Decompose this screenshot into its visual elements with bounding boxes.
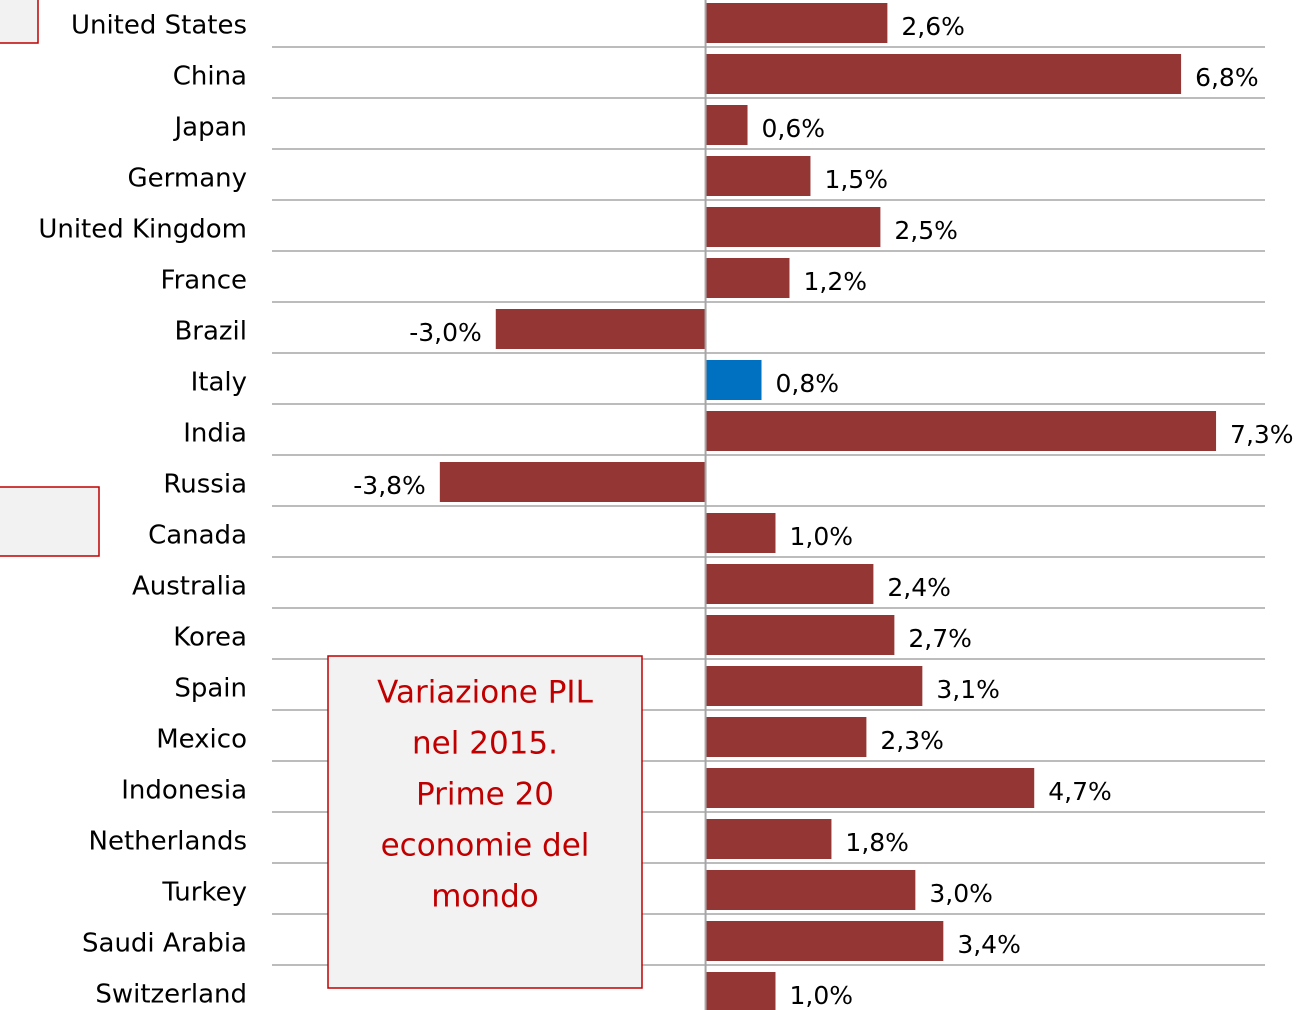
value-label: 3,0% <box>929 879 993 908</box>
y-tick-label: Canada <box>148 521 247 551</box>
y-tick-label: Brazil <box>174 317 247 347</box>
value-label: 1,2% <box>803 267 867 296</box>
value-label: 1,0% <box>789 522 853 551</box>
value-label-bg <box>904 623 976 654</box>
annotation: Variazione PIL <box>377 675 593 711</box>
value-label: 1,5% <box>824 165 888 194</box>
value-label-bg <box>771 368 844 399</box>
annotation: nel 2015. <box>412 726 558 762</box>
y-tick-label: United Kingdom <box>38 215 247 245</box>
value-label: 2,5% <box>894 216 958 245</box>
y-tick-label: United States <box>71 11 247 41</box>
bar <box>705 207 881 247</box>
value-label-bg <box>1191 62 1263 93</box>
bar <box>705 717 867 757</box>
value-label: 2,6% <box>901 12 965 41</box>
value-label-bg <box>349 470 430 501</box>
value-label-bg <box>925 878 997 909</box>
bar <box>705 411 1217 451</box>
y-tick-label: Russia <box>163 470 247 500</box>
value-label: 2,7% <box>908 624 972 653</box>
annotation: Prime 20 <box>416 777 554 813</box>
value-label: 3,1% <box>936 675 1000 704</box>
bar <box>439 462 706 502</box>
annotation: mondo <box>431 879 538 915</box>
value-label: -3,8% <box>353 471 426 500</box>
y-tick-label: India <box>183 419 247 449</box>
value-label-bg <box>785 521 858 552</box>
bar <box>705 156 811 196</box>
value-label-bg <box>405 317 486 348</box>
value-label: 7,3% <box>1230 420 1294 449</box>
y-tick-label: Saudi Arabia <box>82 929 247 959</box>
bar <box>705 768 1035 808</box>
y-tick-label: Germany <box>127 164 247 194</box>
bar <box>705 258 790 298</box>
y-tick-label: Japan <box>172 113 247 143</box>
value-label-bg <box>820 164 892 195</box>
bar <box>705 513 776 553</box>
y-tick-label: Italy <box>191 368 247 398</box>
bar <box>705 360 762 400</box>
value-label: 0,6% <box>762 114 826 143</box>
y-tick-label: Australia <box>132 572 247 602</box>
y-tick-label: France <box>161 266 247 296</box>
bar <box>705 105 748 145</box>
y-tick-label: Switzerland <box>95 980 247 1010</box>
annotation: economie del <box>381 828 590 864</box>
value-label-bg <box>841 827 913 858</box>
y-tick-label: Netherlands <box>89 827 248 857</box>
value-label-bg <box>1226 419 1298 450</box>
bar <box>705 972 776 1010</box>
bar <box>705 870 916 910</box>
bar <box>705 921 944 961</box>
value-label: -3,0% <box>409 318 482 347</box>
y-tick-label: China <box>173 62 247 92</box>
value-label-bg <box>897 11 969 42</box>
value-label-bg <box>785 980 858 1010</box>
bar <box>495 309 706 349</box>
value-label: 2,4% <box>887 573 951 602</box>
y-tick-label: Spain <box>174 674 247 704</box>
value-label-bg <box>890 215 962 246</box>
value-label: 0,8% <box>776 369 840 398</box>
annotation-box <box>327 655 643 989</box>
bar <box>705 666 923 706</box>
bar <box>705 615 895 655</box>
value-label-bg <box>1044 776 1116 807</box>
value-label: 4,7% <box>1048 777 1112 806</box>
bar <box>705 54 1182 94</box>
value-label-bg <box>883 572 955 603</box>
bar <box>705 3 888 43</box>
value-label: 3,4% <box>957 930 1021 959</box>
bar <box>705 819 832 859</box>
y-tick-label: Mexico <box>156 725 247 755</box>
value-label: 6,8% <box>1195 63 1259 92</box>
value-label-bg <box>953 929 1025 960</box>
decor-box <box>0 0 39 44</box>
value-label: 1,0% <box>789 981 853 1010</box>
value-label-bg <box>757 113 830 144</box>
bar <box>705 564 874 604</box>
value-label-bg <box>876 725 948 756</box>
value-label: 2,3% <box>880 726 944 755</box>
y-tick-label: Indonesia <box>121 776 247 806</box>
value-label-bg <box>932 674 1004 705</box>
y-tick-label: Turkey <box>161 878 247 908</box>
value-label: 1,8% <box>845 828 909 857</box>
value-label-bg <box>799 266 871 297</box>
decor-box <box>0 486 100 557</box>
y-tick-label: Korea <box>173 623 247 653</box>
